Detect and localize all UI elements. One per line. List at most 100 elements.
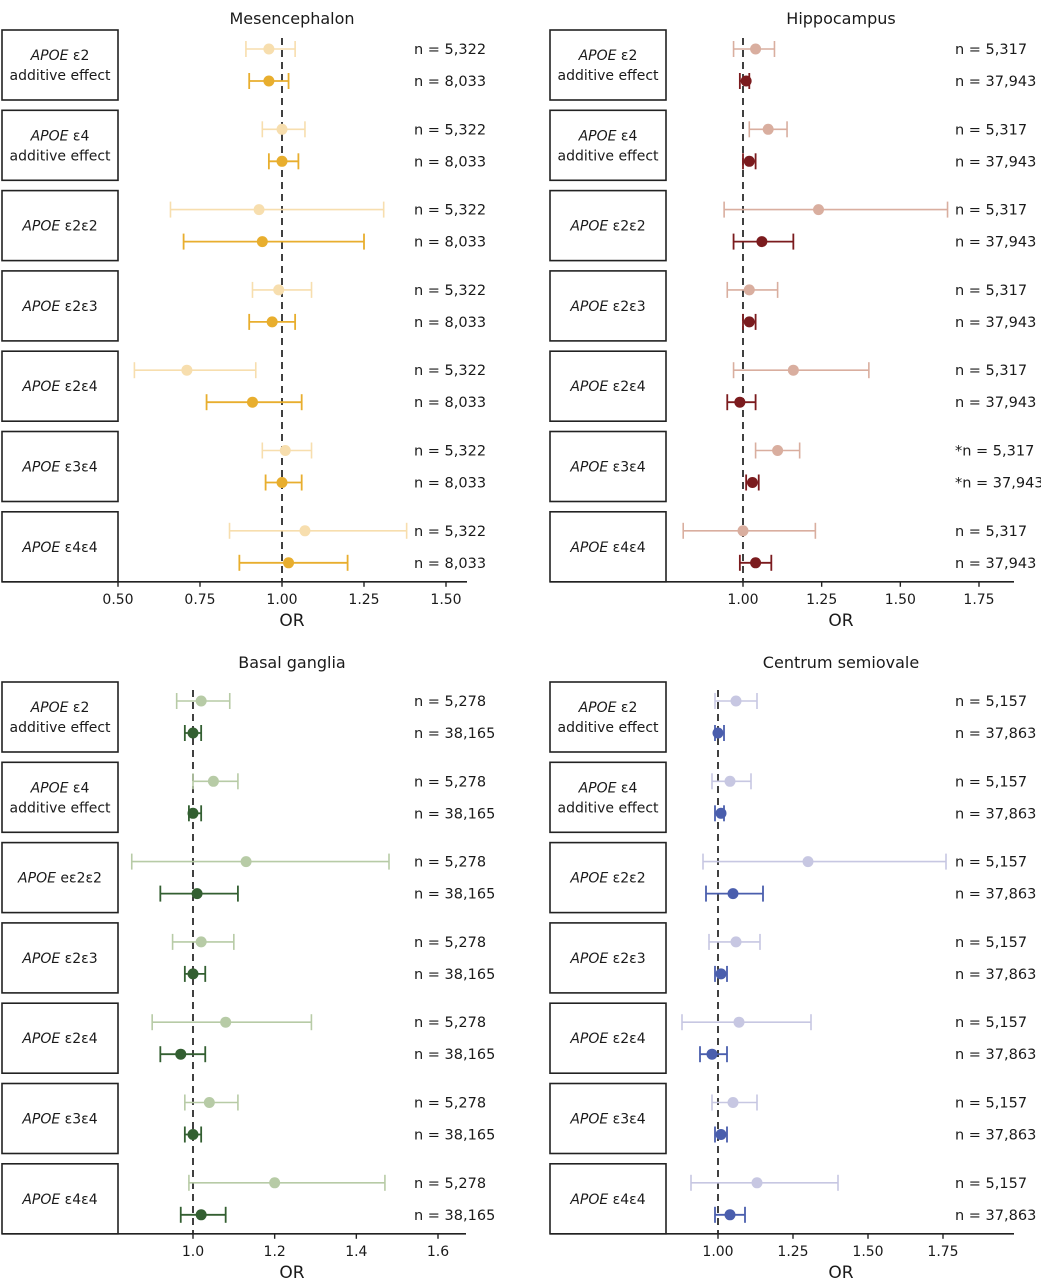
genotype: ε2ε3 (608, 299, 645, 315)
row-label-box (1, 29, 119, 101)
point-estimate (187, 727, 199, 739)
row-2-2: APOE ε2ε2 n = 5,317 n = 37,943 (549, 189, 1036, 262)
x-tick-label: 0.50 (102, 592, 133, 608)
point-estimate (751, 1177, 763, 1189)
sample-size-label: n = 37,943 (955, 235, 1036, 251)
sample-size-label: n = 8,033 (414, 74, 486, 90)
point-estimate (269, 1177, 281, 1189)
point-estimate (733, 1016, 745, 1028)
estimate-dark: n = 37,943 (738, 73, 1036, 90)
row-3-4: APOE ε3ε4 n = 5,322 n = 8,033 (1, 430, 486, 503)
sample-size-label: n = 38,165 (414, 887, 495, 903)
point-estimate (195, 695, 207, 707)
sample-size-label: n = 37,863 (955, 1208, 1036, 1224)
estimate-light: n = 5,278 (188, 1174, 486, 1192)
sample-size-label: n = 5,322 (414, 203, 486, 219)
point-estimate (750, 43, 762, 55)
genotype: ε2 (68, 48, 89, 64)
estimate-dark: n = 37,943 (726, 394, 1036, 411)
genotype: ε2ε3 (608, 951, 645, 967)
x-tick-label: 1.00 (266, 592, 297, 608)
estimate-dark: n = 38,165 (159, 885, 495, 903)
row-label: APOE ε2ε3 (569, 299, 645, 315)
sample-size-label: n = 5,157 (955, 694, 1027, 710)
x-tick-label: 0.75 (184, 592, 215, 608)
row-label-box (1, 510, 119, 583)
point-estimate (263, 75, 275, 87)
x-tick-label: 1.00 (727, 592, 758, 608)
sample-size-label: n = 37,863 (955, 726, 1036, 742)
row-label-box (1, 922, 119, 994)
x-tick-label: 1.6 (427, 1244, 449, 1260)
sample-size-label: n = 8,033 (414, 315, 486, 331)
estimate-dark: n = 8,033 (248, 73, 486, 90)
sample-size-label: n = 5,317 (955, 283, 1027, 299)
row-label-box (1, 761, 119, 834)
row-2-3: APOE ε2ε3 n = 5,278 n = 38,165 (1, 922, 495, 994)
row-label: APOE ε4ε4 (569, 1192, 645, 1208)
estimate-dark: n = 37,863 (699, 1046, 1036, 1063)
sample-size-label: n = 37,863 (955, 1128, 1036, 1144)
point-estimate (276, 477, 288, 488)
panel-centrum-semiovale: Centrum semiovale APOE ε2 additive effect n… (549, 653, 1036, 1280)
sample-size-label: n = 37,943 (955, 74, 1036, 90)
sample-size-label: n = 5,317 (955, 42, 1027, 58)
point-estimate (740, 75, 752, 87)
point-estimate (283, 557, 295, 569)
estimate-light: n = 5,278 (184, 1094, 486, 1112)
point-estimate (187, 1129, 199, 1140)
estimate-light: n = 5,278 (192, 773, 486, 790)
row-label-box (1, 841, 119, 914)
row-label-box (1, 270, 119, 342)
row-2-4: APOE ε2ε4 n = 5,322 n = 8,033 (1, 350, 486, 423)
gene-name: APOE (21, 299, 60, 315)
estimate-light: n = 5,317 (726, 281, 1027, 299)
estimate-light: n = 5,157 (690, 1174, 1027, 1192)
genotype: ε3ε4 (60, 460, 97, 476)
gene-name: APOE (578, 700, 617, 716)
row-label: APOE ε2ε2 (569, 219, 645, 235)
point-estimate (734, 396, 746, 408)
row-label: APOE ε4ε4 (21, 1192, 97, 1208)
row-label-line2: additive effect (9, 720, 111, 736)
estimate-dark: n = 37,943 (738, 554, 1036, 572)
gene-name: APOE (569, 951, 608, 967)
estimate-dark: n = 37,943 (742, 153, 1036, 170)
x-tick-label: 1.75 (927, 1244, 958, 1260)
row-label-box (1, 1082, 119, 1155)
point-estimate (220, 1016, 232, 1028)
gene-name: APOE (21, 540, 60, 556)
estimate-dark: n = 8,033 (182, 233, 486, 251)
gene-name: APOE (569, 299, 608, 315)
row-2-additive: APOE ε2 additive effect n = 5,278 n = 38,16… (1, 681, 495, 753)
gene-name: APOE (578, 48, 617, 64)
estimate-light: n = 5,317 (732, 41, 1027, 58)
estimate-light: n = 5,317 (748, 121, 1027, 138)
point-estimate (175, 1048, 187, 1060)
estimate-dark: n = 37,943 (742, 313, 1036, 331)
x-tick-label: 1.00 (702, 1244, 733, 1260)
estimate-dark: n = 38,165 (183, 725, 495, 742)
sample-size-label: n = 5,278 (414, 1015, 486, 1031)
x-tick-label: 1.50 (885, 592, 916, 608)
row-3-4: APOE ε3ε4 n = 5,278 n = 38,165 (1, 1082, 495, 1155)
point-estimate (727, 1097, 739, 1108)
genotype: ε4 (616, 128, 637, 144)
row-4-4: APOE ε4ε4 n = 5,278 n = 38,165 (1, 1163, 495, 1235)
row-label-line2: additive effect (9, 68, 111, 84)
point-estimate (273, 284, 285, 296)
row-label: APOE ε2ε4 (569, 379, 645, 395)
point-estimate (730, 695, 742, 707)
estimate-dark: n = 38,165 (183, 965, 495, 983)
sample-size-label: n = 8,033 (414, 235, 486, 251)
point-estimate (299, 525, 311, 537)
point-estimate (727, 888, 739, 900)
row-label: APOE ε2ε2 (569, 871, 645, 887)
sample-size-label: n = 5,322 (414, 363, 486, 379)
point-estimate (712, 727, 724, 739)
estimate-light: n = 5,317 (682, 522, 1027, 540)
genotype: ε2ε4 (608, 379, 645, 395)
x-tick-label: 1.25 (806, 592, 837, 608)
sample-size-label: n = 38,165 (414, 1047, 495, 1063)
genotype: ε2 (616, 700, 637, 716)
